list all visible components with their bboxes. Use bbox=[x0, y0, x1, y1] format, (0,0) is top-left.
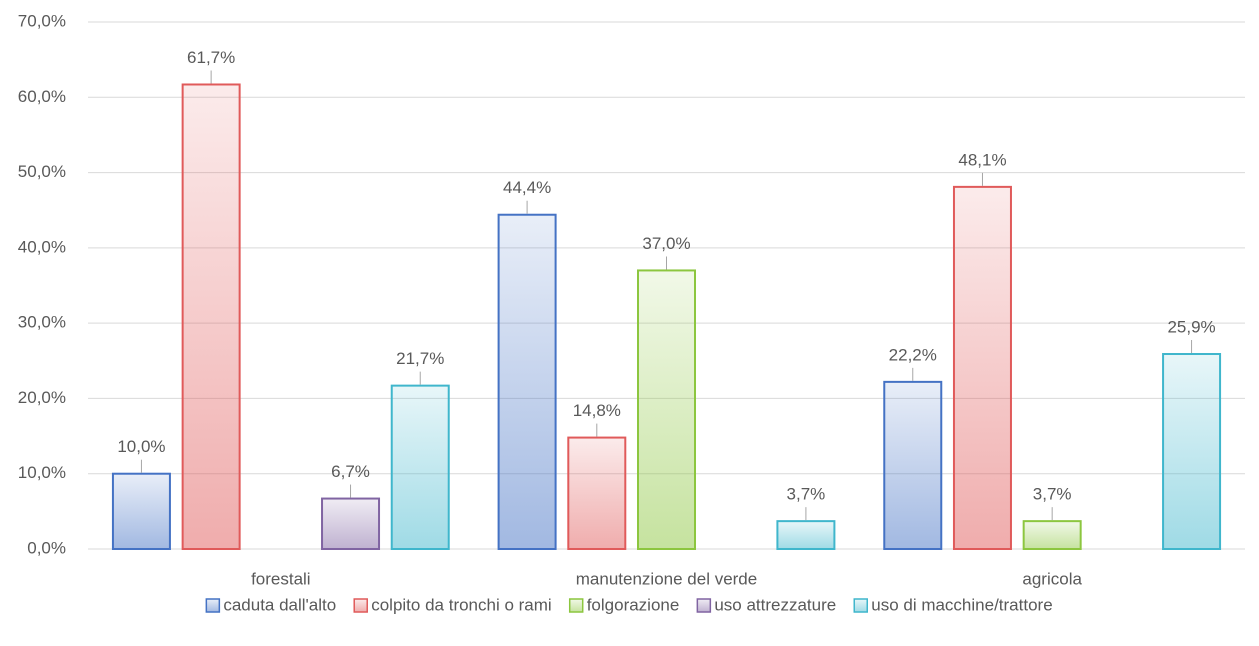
bar bbox=[883, 380, 943, 551]
bar bbox=[567, 436, 627, 551]
y-tick-label: 20,0% bbox=[18, 388, 66, 407]
legend-label: caduta dall'alto bbox=[223, 595, 336, 614]
legend-label: folgorazione bbox=[587, 595, 680, 614]
bar bbox=[1162, 353, 1222, 551]
bar bbox=[111, 472, 171, 551]
x-tick-label: agricola bbox=[1022, 569, 1082, 588]
data-label: 22,2% bbox=[889, 345, 937, 364]
data-label: 14,8% bbox=[573, 401, 621, 420]
data-label: 48,1% bbox=[958, 150, 1006, 169]
data-label: 25,9% bbox=[1167, 317, 1215, 336]
bar bbox=[1022, 520, 1082, 551]
legend-label: colpito da tronchi o rami bbox=[371, 595, 551, 614]
bar bbox=[952, 185, 1012, 551]
x-tick-label: manutenzione del verde bbox=[576, 569, 757, 588]
legend-label: uso di macchine/trattore bbox=[871, 595, 1052, 614]
data-label: 37,0% bbox=[642, 234, 690, 253]
legend-swatch bbox=[568, 598, 584, 613]
bar bbox=[637, 269, 696, 550]
data-label: 61,7% bbox=[187, 48, 235, 67]
bar bbox=[497, 213, 557, 551]
legend-label: uso attrezzature bbox=[714, 595, 836, 614]
bar bbox=[321, 497, 381, 550]
y-tick-label: 70,0% bbox=[18, 11, 66, 30]
data-label: 6,7% bbox=[331, 462, 370, 481]
y-tick-label: 60,0% bbox=[18, 87, 66, 106]
legend-swatch bbox=[696, 598, 712, 613]
legend-swatch bbox=[353, 598, 368, 613]
y-tick-label: 30,0% bbox=[18, 313, 66, 332]
legend-swatch bbox=[853, 598, 868, 613]
x-tick-label: forestali bbox=[251, 569, 311, 588]
data-label: 21,7% bbox=[396, 349, 444, 368]
data-label: 10,0% bbox=[117, 437, 165, 456]
y-tick-label: 50,0% bbox=[18, 162, 66, 181]
data-label: 3,7% bbox=[1033, 485, 1072, 504]
data-label: 44,4% bbox=[503, 178, 551, 197]
y-tick-label: 10,0% bbox=[18, 463, 66, 482]
bar bbox=[181, 83, 241, 550]
bar bbox=[390, 384, 450, 550]
bar bbox=[776, 520, 836, 551]
legend-swatch bbox=[205, 598, 221, 613]
y-tick-label: 40,0% bbox=[18, 237, 66, 256]
y-tick-label: 0,0% bbox=[27, 538, 66, 557]
data-label: 3,7% bbox=[787, 485, 826, 504]
